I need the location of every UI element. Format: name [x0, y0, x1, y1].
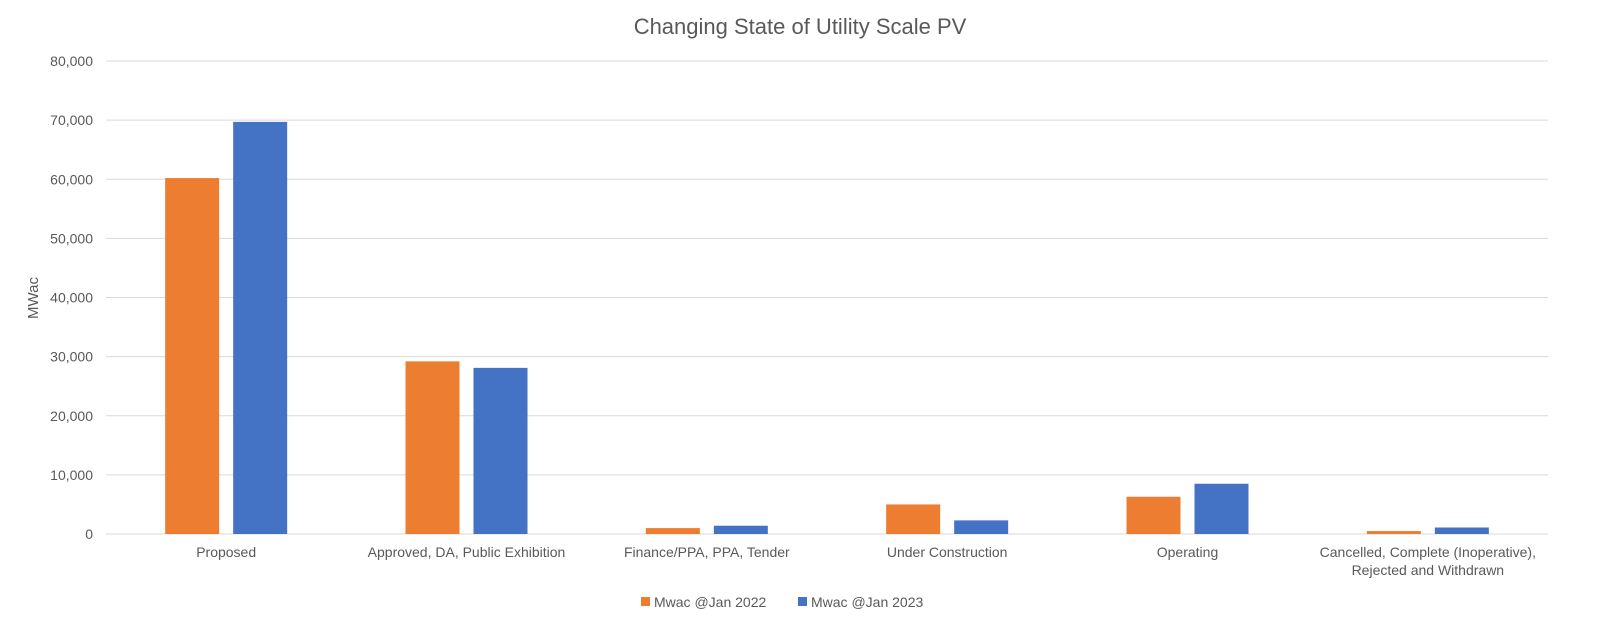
bar [954, 520, 1009, 534]
legend-label: Mwac @Jan 2022 [654, 594, 766, 610]
x-category-label: Finance/PPA, PPA, Tender [624, 544, 790, 560]
bar [645, 528, 700, 534]
bars [165, 121, 1489, 535]
gridlines [106, 60, 1548, 535]
x-category-label: Approved, DA, Public Exhibition [368, 544, 566, 560]
bar [165, 178, 220, 534]
bar [405, 361, 460, 534]
x-category-label: Cancelled, Complete (Inoperative), [1320, 544, 1536, 560]
y-tick-label: 10,000 [50, 467, 93, 483]
y-tick-label: 70,000 [50, 112, 93, 128]
x-category-label: Operating [1157, 544, 1218, 560]
x-category-label: Rejected and Withdrawn [1352, 562, 1505, 578]
bar [713, 525, 768, 534]
legend: Mwac @Jan 2022 Mwac @Jan 2023 [641, 594, 923, 610]
bar [1366, 531, 1421, 534]
bar [473, 367, 528, 534]
y-tick-label: 50,000 [50, 230, 93, 246]
bar [233, 121, 288, 535]
y-tick-label: 0 [85, 526, 93, 542]
x-category-label: Under Construction [887, 544, 1008, 560]
chart-title: Changing State of Utility Scale PV [634, 14, 967, 39]
y-tick-label: 80,000 [50, 53, 93, 69]
bar [1194, 483, 1249, 534]
legend-swatch [641, 597, 650, 606]
x-axis-category-labels: Proposed Approved, DA, Public Exhibition F… [196, 544, 1536, 578]
bar [1126, 496, 1181, 534]
y-axis-tick-labels: 0 10,000 20,000 30,000 40,000 50,000 60,000 70,… [50, 53, 93, 542]
bar [886, 504, 941, 534]
legend-label: Mwac @Jan 2023 [811, 594, 923, 610]
y-axis-title: MWac [25, 277, 42, 319]
y-tick-label: 40,000 [50, 290, 93, 306]
x-category-label: Proposed [196, 544, 256, 560]
y-tick-label: 30,000 [50, 349, 93, 365]
y-tick-label: 60,000 [50, 171, 93, 187]
legend-swatch [798, 597, 807, 606]
bar [1434, 527, 1489, 534]
y-tick-label: 20,000 [50, 408, 93, 424]
